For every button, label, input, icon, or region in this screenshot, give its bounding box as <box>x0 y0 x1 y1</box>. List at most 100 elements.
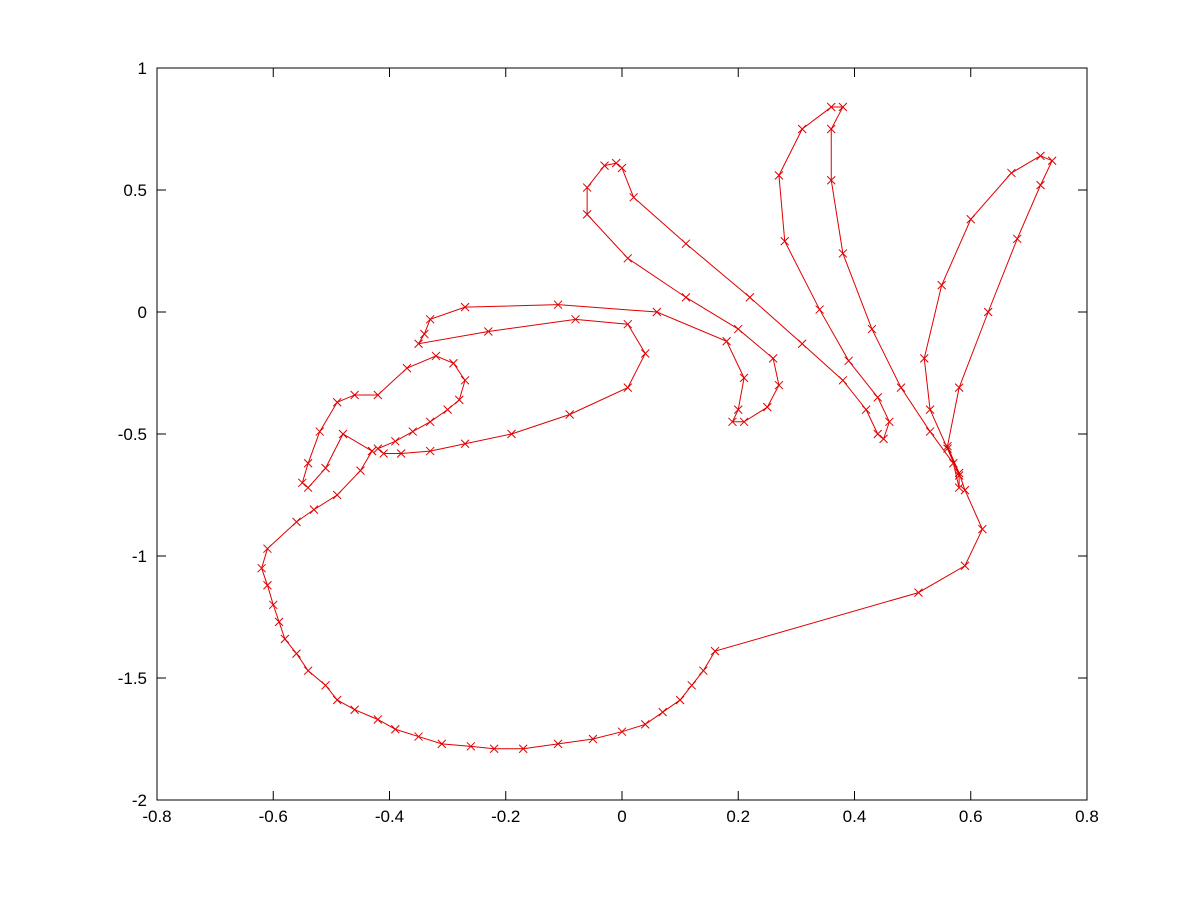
marker <box>943 441 952 451</box>
marker <box>925 427 935 436</box>
y-tick-label: -1.5 <box>118 669 147 688</box>
marker <box>292 649 301 658</box>
marker <box>356 466 365 475</box>
y-tick-label: 0 <box>138 303 147 322</box>
marker <box>629 192 638 202</box>
marker <box>303 666 313 676</box>
marker <box>518 744 528 754</box>
marker <box>896 383 906 392</box>
marker <box>460 302 470 312</box>
marker <box>338 429 348 439</box>
marker <box>617 163 627 173</box>
marker <box>879 434 888 444</box>
marker <box>774 380 784 390</box>
marker <box>489 744 499 754</box>
marker <box>728 417 737 427</box>
marker <box>414 339 423 349</box>
marker <box>687 680 697 690</box>
y-tick-label: 1 <box>138 59 147 78</box>
marker <box>437 739 447 749</box>
marker <box>919 354 929 363</box>
marker <box>321 680 330 690</box>
y-tick-label: -0.5 <box>118 425 147 444</box>
y-tick-label: 0.5 <box>123 181 147 200</box>
marker <box>350 705 359 715</box>
marker <box>954 468 964 478</box>
marker <box>1036 151 1045 161</box>
marker <box>321 463 330 473</box>
marker <box>966 214 976 224</box>
x-tick-label: -0.8 <box>142 807 171 826</box>
marker <box>838 102 848 112</box>
marker <box>396 449 406 458</box>
marker <box>443 405 452 414</box>
marker <box>402 363 412 373</box>
marker <box>466 741 476 751</box>
marker <box>309 505 319 514</box>
x-tick-label: 0.4 <box>843 807 867 826</box>
marker <box>768 354 778 363</box>
marker <box>588 734 598 744</box>
marker <box>623 253 633 263</box>
marker <box>960 485 970 495</box>
marker <box>815 305 824 314</box>
marker <box>507 429 516 439</box>
marker <box>699 666 708 676</box>
marker <box>257 563 266 573</box>
marker <box>745 293 755 302</box>
marker <box>350 390 359 400</box>
marker <box>332 397 342 407</box>
marker <box>390 724 400 734</box>
marker <box>739 373 749 383</box>
marker <box>797 124 807 134</box>
y-tick-label: -2 <box>132 791 147 810</box>
marker <box>867 324 877 334</box>
marker <box>460 375 470 385</box>
marker <box>303 458 313 468</box>
marker <box>623 319 633 329</box>
marker <box>565 410 575 419</box>
marker <box>425 417 435 427</box>
marker <box>681 293 691 302</box>
y-tick-label: -1 <box>132 547 147 566</box>
marker <box>861 405 871 414</box>
marker <box>954 471 964 480</box>
marker <box>681 239 691 249</box>
marker <box>367 446 377 456</box>
marker <box>640 349 650 358</box>
marker <box>675 695 685 705</box>
marker <box>373 390 383 400</box>
marker <box>797 339 807 349</box>
marker <box>844 356 854 366</box>
marker <box>292 517 301 527</box>
marker <box>1012 234 1022 244</box>
marker <box>297 478 307 488</box>
marker <box>1047 156 1057 166</box>
marker <box>943 444 952 453</box>
marker <box>762 402 772 412</box>
marker <box>954 483 964 493</box>
marker <box>873 429 883 439</box>
marker <box>379 449 389 458</box>
marker <box>332 695 342 705</box>
x-tick-label: -0.4 <box>375 807 404 826</box>
marker <box>332 490 342 500</box>
marker <box>954 383 964 392</box>
marker <box>710 646 720 656</box>
x-tick-label: -0.6 <box>259 807 288 826</box>
marker <box>553 739 563 749</box>
marker <box>582 210 592 219</box>
marker <box>460 439 470 449</box>
marker <box>885 417 894 427</box>
marker <box>611 158 621 168</box>
marker <box>983 307 993 317</box>
x-tick-label: 0.2 <box>726 807 750 826</box>
marker <box>431 351 441 361</box>
x-tick-label: 0.6 <box>959 807 983 826</box>
marker <box>774 171 784 180</box>
x-tick-label: 0.8 <box>1075 807 1099 826</box>
marker <box>873 393 883 402</box>
x-tick-label: 0 <box>617 807 626 826</box>
x-tick-label: -0.2 <box>491 807 520 826</box>
